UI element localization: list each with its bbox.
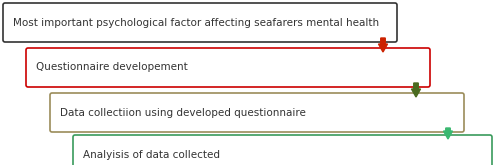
FancyBboxPatch shape <box>3 3 397 42</box>
FancyArrow shape <box>444 128 452 139</box>
FancyArrow shape <box>378 38 388 52</box>
Text: Most important psychological factor affecting seafarers mental health: Most important psychological factor affe… <box>13 17 379 28</box>
Text: Data collectiion using developed questionnaire: Data collectiion using developed questio… <box>60 108 306 117</box>
FancyArrow shape <box>412 83 420 97</box>
Text: Analyisis of data collected: Analyisis of data collected <box>83 149 220 160</box>
FancyBboxPatch shape <box>26 48 430 87</box>
Text: Questionnaire developement: Questionnaire developement <box>36 63 188 72</box>
FancyBboxPatch shape <box>50 93 464 132</box>
FancyBboxPatch shape <box>73 135 492 165</box>
